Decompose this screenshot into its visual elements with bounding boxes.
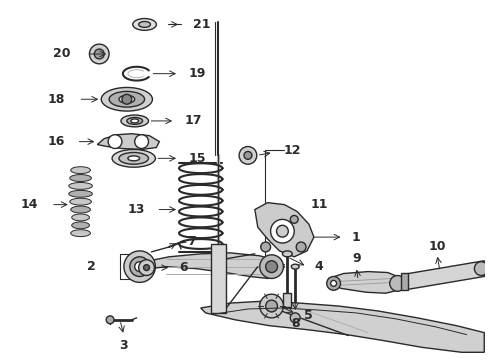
Bar: [283, 293, 291, 307]
Ellipse shape: [72, 222, 89, 229]
Circle shape: [265, 261, 277, 273]
Ellipse shape: [71, 167, 90, 174]
Ellipse shape: [109, 91, 144, 107]
Polygon shape: [97, 134, 159, 149]
Circle shape: [389, 275, 405, 291]
Text: 5: 5: [304, 309, 312, 322]
Ellipse shape: [69, 190, 92, 197]
Circle shape: [259, 294, 283, 318]
Polygon shape: [328, 271, 402, 293]
Circle shape: [473, 262, 487, 275]
Circle shape: [94, 49, 104, 59]
Circle shape: [139, 260, 154, 275]
Ellipse shape: [71, 230, 90, 237]
Ellipse shape: [127, 156, 140, 161]
Circle shape: [326, 276, 340, 290]
Text: 7: 7: [186, 235, 195, 248]
Circle shape: [260, 242, 270, 252]
Circle shape: [270, 219, 294, 243]
Circle shape: [106, 316, 114, 324]
Polygon shape: [254, 203, 313, 257]
Ellipse shape: [130, 119, 139, 123]
Text: 13: 13: [127, 203, 144, 216]
Ellipse shape: [70, 175, 91, 181]
Circle shape: [290, 215, 298, 223]
Text: 18: 18: [47, 93, 65, 106]
Ellipse shape: [70, 198, 91, 205]
Ellipse shape: [132, 18, 156, 30]
Text: 2: 2: [86, 260, 95, 273]
Polygon shape: [200, 301, 483, 352]
Circle shape: [108, 135, 122, 148]
Circle shape: [276, 225, 288, 237]
Text: 16: 16: [47, 135, 65, 148]
Circle shape: [296, 242, 305, 252]
Ellipse shape: [101, 87, 152, 111]
Circle shape: [122, 94, 131, 104]
Ellipse shape: [72, 214, 89, 221]
Text: 11: 11: [310, 198, 328, 211]
Ellipse shape: [139, 22, 150, 27]
Circle shape: [123, 251, 155, 282]
Text: 8: 8: [290, 317, 299, 330]
Circle shape: [244, 152, 251, 159]
Ellipse shape: [112, 149, 155, 167]
Ellipse shape: [291, 264, 299, 269]
Circle shape: [135, 262, 144, 271]
Circle shape: [89, 44, 109, 64]
Ellipse shape: [119, 95, 135, 103]
Ellipse shape: [121, 115, 148, 127]
Circle shape: [259, 255, 283, 278]
Text: 17: 17: [184, 114, 202, 127]
Ellipse shape: [282, 251, 292, 257]
Ellipse shape: [126, 117, 142, 124]
Text: 9: 9: [351, 252, 360, 265]
Circle shape: [135, 135, 148, 148]
Text: 19: 19: [188, 67, 206, 80]
Text: 10: 10: [427, 240, 445, 253]
Text: 21: 21: [192, 18, 210, 31]
Circle shape: [143, 265, 149, 271]
Polygon shape: [402, 261, 483, 290]
Ellipse shape: [69, 183, 92, 189]
Polygon shape: [135, 253, 284, 278]
Ellipse shape: [119, 152, 148, 164]
Circle shape: [129, 257, 149, 276]
Text: 20: 20: [53, 48, 71, 60]
Text: 6: 6: [179, 261, 187, 274]
Circle shape: [290, 313, 300, 323]
Text: 12: 12: [283, 144, 300, 157]
Circle shape: [239, 147, 256, 164]
Text: 1: 1: [350, 231, 359, 244]
Bar: [210, 244, 226, 313]
Text: 4: 4: [314, 260, 323, 273]
Circle shape: [265, 300, 277, 312]
Text: 3: 3: [120, 339, 128, 352]
Text: 14: 14: [20, 198, 38, 211]
Ellipse shape: [71, 206, 90, 213]
Bar: [400, 273, 407, 290]
Circle shape: [330, 280, 336, 286]
Text: 15: 15: [188, 152, 206, 165]
